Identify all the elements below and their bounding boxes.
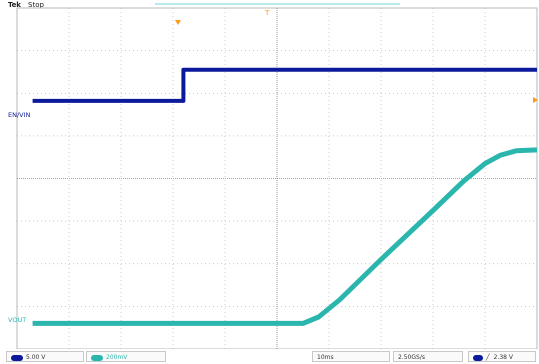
graticule	[16, 7, 538, 350]
ch1-badge	[11, 354, 23, 361]
trigger-source-badge	[473, 354, 483, 361]
timebase-readout[interactable]: 10ms	[312, 351, 390, 362]
trace-en-vin	[32, 67, 537, 103]
trigger-readout[interactable]: ╱ 2.38 V	[468, 351, 536, 362]
timebase-text: 10ms	[317, 354, 334, 361]
ch2-scale-text: 200mV	[106, 354, 128, 361]
channel-1-label: EN/VIN	[8, 111, 31, 119]
trigger-point-marker	[175, 20, 181, 25]
channel-labels: EN/VIN VOUT	[8, 111, 31, 324]
trigger-slope-icon: ╱	[486, 354, 490, 361]
ch2-badge	[91, 354, 103, 361]
trigger-markers: T	[175, 9, 538, 103]
ch1-scale-text: 5.00 V	[26, 354, 46, 361]
run-state-label: Stop	[28, 1, 44, 9]
channel-2-label: VOUT	[8, 316, 26, 324]
status-bar: 5.00 V 200mV 10ms 2.50GS/s ╱ 2.38 V	[0, 349, 539, 364]
sample-rate-text: 2.50GS/s	[398, 354, 425, 361]
top-bar: Tek Stop	[0, 0, 539, 14]
ch2-scale-readout[interactable]: 200mV	[86, 351, 166, 362]
traces	[32, 67, 538, 326]
trace-vout	[32, 147, 538, 326]
brand-label: Tek	[8, 1, 21, 9]
trigger-level-text: 2.38 V	[493, 354, 513, 361]
sample-rate-readout[interactable]: 2.50GS/s	[393, 351, 463, 362]
trigger-position-marker: T	[264, 9, 270, 17]
record-length-bar	[155, 3, 400, 5]
trigger-level-arrow	[533, 97, 538, 103]
ch1-scale-readout[interactable]: 5.00 V	[6, 351, 84, 362]
